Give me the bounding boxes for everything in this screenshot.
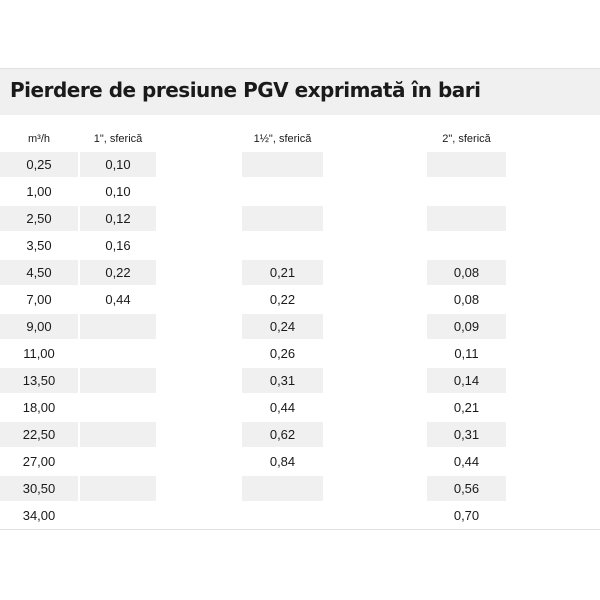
loss-1-5-inch-cell: 0,24 bbox=[242, 314, 323, 339]
loss-2-inch-cell: 0,70 bbox=[453, 508, 480, 523]
flow-cell: 27,00 bbox=[22, 454, 56, 469]
loss-2-inch-cell: 0,09 bbox=[427, 314, 506, 339]
loss-2-inch-cell bbox=[427, 206, 506, 231]
column-header-1-5-inch: 1½", sferică bbox=[253, 133, 312, 145]
table-row: 13,50 0,31 0,14 bbox=[0, 368, 600, 395]
table-row: 4,50 0,22 0,21 0,08 bbox=[0, 260, 600, 287]
flow-cell: 7,00 bbox=[26, 292, 52, 307]
flow-cell: 22,50 bbox=[0, 422, 78, 447]
table-title-bar: Pierdere de presiune PGV exprimată în ba… bbox=[0, 68, 600, 115]
flow-cell: 9,00 bbox=[0, 314, 78, 339]
flow-cell: 13,50 bbox=[0, 368, 78, 393]
loss-1-inch-cell: 0,16 bbox=[105, 238, 131, 253]
loss-1-inch-cell bbox=[80, 503, 156, 528]
loss-2-inch-cell: 0,44 bbox=[453, 454, 480, 469]
table-header-row: m³/h 1", sferică 1½", sferică 2", sferic… bbox=[0, 131, 600, 147]
loss-1-inch-cell: 0,10 bbox=[105, 184, 131, 199]
loss-1-inch-cell bbox=[80, 449, 156, 474]
loss-1-5-inch-cell: 0,31 bbox=[242, 368, 323, 393]
loss-1-5-inch-cell: 0,26 bbox=[269, 346, 296, 361]
loss-1-inch-cell bbox=[80, 341, 156, 366]
flow-cell: 4,50 bbox=[0, 260, 78, 285]
table-bottom-rule bbox=[0, 529, 600, 530]
loss-2-inch-cell: 0,56 bbox=[427, 476, 506, 501]
loss-1-inch-cell bbox=[80, 314, 156, 339]
flow-cell: 1,00 bbox=[26, 184, 52, 199]
loss-1-5-inch-cell bbox=[242, 233, 323, 258]
table-title: Pierdere de presiune PGV exprimată în ba… bbox=[10, 78, 481, 102]
loss-1-5-inch-cell bbox=[242, 179, 323, 204]
loss-1-5-inch-cell: 0,22 bbox=[269, 292, 296, 307]
loss-1-5-inch-cell: 0,21 bbox=[242, 260, 323, 285]
table-row: 2,50 0,12 bbox=[0, 206, 600, 233]
table-row: 30,50 0,56 bbox=[0, 476, 600, 503]
loss-1-5-inch-cell: 0,44 bbox=[269, 400, 296, 415]
flow-cell: 34,00 bbox=[22, 508, 56, 523]
loss-2-inch-cell: 0,08 bbox=[453, 292, 480, 307]
table-row: 0,25 0,10 bbox=[0, 152, 600, 179]
table-row: 22,50 0,62 0,31 bbox=[0, 422, 600, 449]
table-row: 34,00 0,70 bbox=[0, 503, 600, 530]
flow-cell: 2,50 bbox=[0, 206, 78, 231]
loss-1-5-inch-cell bbox=[242, 503, 323, 528]
loss-2-inch-cell: 0,21 bbox=[453, 400, 480, 415]
loss-1-inch-cell: 0,12 bbox=[80, 206, 156, 231]
loss-1-5-inch-cell bbox=[242, 206, 323, 231]
loss-2-inch-cell: 0,14 bbox=[427, 368, 506, 393]
column-header-2-inch: 2", sferică bbox=[442, 133, 491, 145]
table-row: 3,50 0,16 bbox=[0, 233, 600, 260]
loss-1-5-inch-cell bbox=[242, 152, 323, 177]
table-row: 27,00 0,84 0,44 bbox=[0, 449, 600, 476]
loss-1-5-inch-cell: 0,62 bbox=[242, 422, 323, 447]
loss-2-inch-cell: 0,11 bbox=[454, 346, 479, 361]
column-header-flow: m³/h bbox=[28, 133, 50, 145]
table-row: 7,00 0,44 0,22 0,08 bbox=[0, 287, 600, 314]
loss-1-inch-cell bbox=[80, 395, 156, 420]
loss-1-inch-cell: 0,44 bbox=[105, 292, 131, 307]
column-header-1-inch: 1", sferică bbox=[93, 133, 143, 145]
table-row: 1,00 0,10 bbox=[0, 179, 600, 206]
loss-1-inch-cell: 0,22 bbox=[80, 260, 156, 285]
loss-2-inch-cell bbox=[427, 152, 506, 177]
loss-2-inch-cell: 0,31 bbox=[427, 422, 506, 447]
flow-cell: 0,25 bbox=[0, 152, 78, 177]
flow-cell: 18,00 bbox=[22, 400, 56, 415]
flow-cell: 3,50 bbox=[26, 238, 52, 253]
table-row: 9,00 0,24 0,09 bbox=[0, 314, 600, 341]
loss-1-inch-cell: 0,10 bbox=[80, 152, 156, 177]
loss-1-inch-cell bbox=[80, 422, 156, 447]
loss-2-inch-cell: 0,08 bbox=[427, 260, 506, 285]
table-body: 0,25 0,10 1,00 0,10 2,50 0,12 3,50 0,16 … bbox=[0, 152, 600, 530]
flow-cell: 11,00 bbox=[23, 346, 55, 361]
loss-2-inch-cell bbox=[427, 233, 506, 258]
loss-1-5-inch-cell: 0,84 bbox=[269, 454, 296, 469]
flow-cell: 30,50 bbox=[0, 476, 78, 501]
table-row: 11,00 0,26 0,11 bbox=[0, 341, 600, 368]
loss-2-inch-cell bbox=[427, 179, 506, 204]
table-row: 18,00 0,44 0,21 bbox=[0, 395, 600, 422]
loss-1-inch-cell bbox=[80, 368, 156, 393]
loss-1-inch-cell bbox=[80, 476, 156, 501]
loss-1-5-inch-cell bbox=[242, 476, 323, 501]
